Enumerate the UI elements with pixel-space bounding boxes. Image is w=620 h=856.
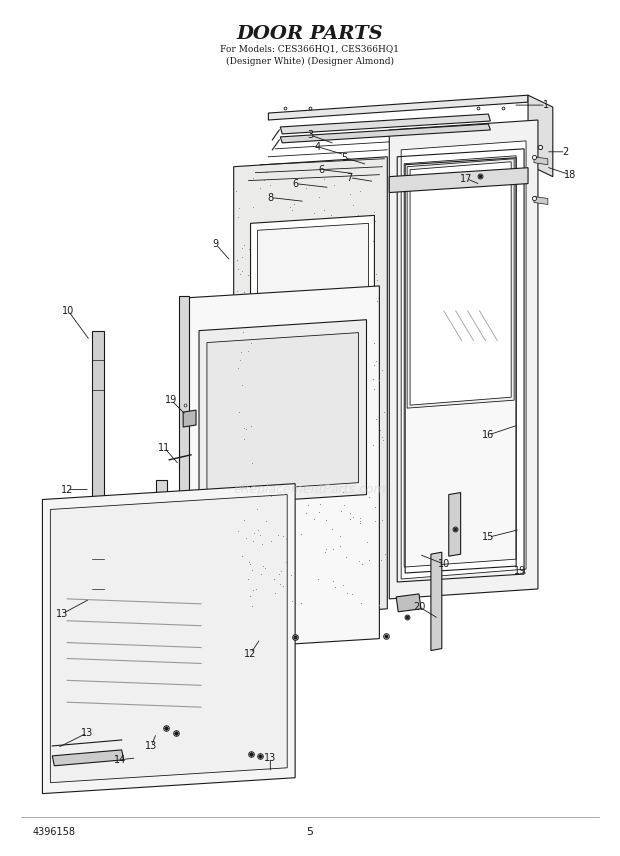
Text: 2: 2: [562, 147, 569, 157]
Polygon shape: [199, 319, 366, 506]
Text: 9: 9: [213, 239, 219, 249]
Polygon shape: [401, 141, 526, 579]
Polygon shape: [207, 333, 358, 492]
Text: 13: 13: [145, 741, 157, 751]
Polygon shape: [389, 168, 528, 193]
Text: 13: 13: [56, 609, 68, 619]
Polygon shape: [42, 484, 295, 794]
Polygon shape: [234, 157, 388, 619]
Text: 19: 19: [514, 566, 526, 576]
Polygon shape: [528, 95, 553, 176]
Polygon shape: [186, 286, 379, 651]
Text: 5: 5: [342, 152, 348, 163]
Text: 10: 10: [62, 306, 74, 316]
Text: 19: 19: [165, 395, 177, 405]
Text: 4: 4: [315, 142, 321, 152]
Text: 14: 14: [113, 755, 126, 764]
Text: 1: 1: [542, 100, 549, 110]
Text: 13: 13: [264, 752, 277, 763]
Text: 8: 8: [267, 193, 273, 203]
Polygon shape: [52, 750, 123, 766]
Text: 3: 3: [307, 130, 313, 140]
Text: 17: 17: [461, 174, 473, 184]
Polygon shape: [156, 479, 167, 718]
Polygon shape: [280, 124, 490, 143]
Text: For Models: CES366HQ1, CES366HQ1: For Models: CES366HQ1, CES366HQ1: [221, 45, 399, 54]
Polygon shape: [534, 157, 548, 164]
Polygon shape: [268, 95, 528, 120]
Polygon shape: [410, 162, 511, 405]
Text: 12: 12: [61, 484, 73, 495]
Text: 12: 12: [244, 649, 257, 658]
Text: 13: 13: [81, 728, 93, 738]
Text: 11: 11: [158, 443, 170, 453]
Polygon shape: [431, 552, 442, 651]
Text: 5: 5: [306, 828, 314, 837]
Text: 10: 10: [438, 559, 450, 569]
Text: 4396158: 4396158: [32, 828, 76, 837]
Text: 18: 18: [564, 169, 576, 180]
Text: 6: 6: [319, 164, 325, 175]
Text: (Designer White) (Designer Almond): (Designer White) (Designer Almond): [226, 56, 394, 66]
Text: eReplacementParts.com: eReplacementParts.com: [234, 483, 386, 496]
Polygon shape: [404, 156, 516, 567]
Polygon shape: [50, 495, 287, 782]
Polygon shape: [250, 216, 374, 497]
Text: 16: 16: [482, 430, 495, 440]
Polygon shape: [449, 492, 461, 556]
Polygon shape: [407, 158, 514, 408]
Text: DOOR PARTS: DOOR PARTS: [237, 25, 383, 43]
Text: 15: 15: [482, 532, 495, 543]
Text: 6: 6: [292, 179, 298, 188]
Polygon shape: [396, 594, 421, 612]
Polygon shape: [389, 120, 538, 599]
Polygon shape: [179, 296, 189, 649]
Text: 7: 7: [347, 173, 353, 182]
Polygon shape: [257, 223, 368, 490]
Polygon shape: [92, 330, 104, 609]
Text: 20: 20: [413, 602, 425, 612]
Polygon shape: [534, 197, 548, 205]
Polygon shape: [183, 410, 196, 427]
Polygon shape: [280, 114, 490, 134]
